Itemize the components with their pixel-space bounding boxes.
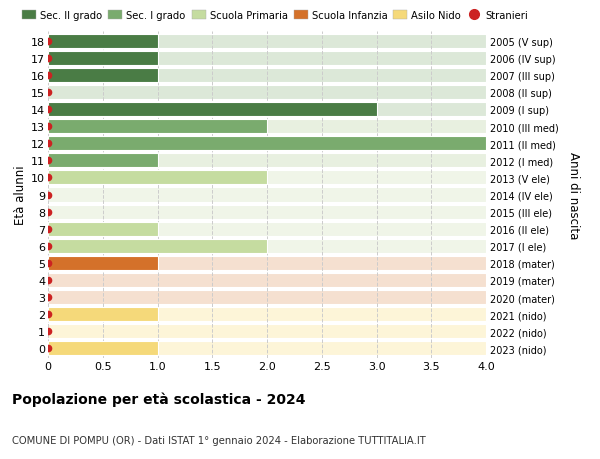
Bar: [48, 239, 486, 253]
Bar: [48, 222, 486, 236]
Bar: [48, 34, 157, 49]
Bar: [48, 103, 377, 117]
Legend: Sec. II grado, Sec. I grado, Scuola Primaria, Scuola Infanzia, Asilo Nido, Stran: Sec. II grado, Sec. I grado, Scuola Prim…: [22, 11, 528, 21]
Bar: [48, 291, 486, 304]
Bar: [48, 69, 486, 83]
Bar: [48, 137, 486, 151]
Bar: [48, 256, 486, 270]
Y-axis label: Anni di nascita: Anni di nascita: [567, 151, 580, 239]
Bar: [48, 171, 267, 185]
Bar: [48, 154, 157, 168]
Bar: [48, 274, 486, 287]
Y-axis label: Età alunni: Età alunni: [14, 165, 27, 225]
Bar: [48, 341, 486, 356]
Bar: [48, 120, 486, 134]
Bar: [48, 341, 157, 356]
Bar: [48, 205, 486, 219]
Bar: [48, 239, 267, 253]
Bar: [48, 51, 157, 66]
Bar: [48, 154, 486, 168]
Bar: [48, 308, 157, 321]
Text: Popolazione per età scolastica - 2024: Popolazione per età scolastica - 2024: [12, 392, 305, 406]
Bar: [48, 137, 486, 151]
Bar: [48, 86, 486, 100]
Bar: [48, 34, 486, 49]
Bar: [48, 120, 267, 134]
Bar: [48, 51, 486, 66]
Bar: [48, 325, 486, 339]
Bar: [48, 171, 486, 185]
Bar: [48, 222, 157, 236]
Text: COMUNE DI POMPU (OR) - Dati ISTAT 1° gennaio 2024 - Elaborazione TUTTITALIA.IT: COMUNE DI POMPU (OR) - Dati ISTAT 1° gen…: [12, 435, 426, 445]
Bar: [48, 256, 157, 270]
Bar: [48, 103, 486, 117]
Bar: [48, 69, 157, 83]
Bar: [48, 308, 486, 321]
Bar: [48, 188, 486, 202]
